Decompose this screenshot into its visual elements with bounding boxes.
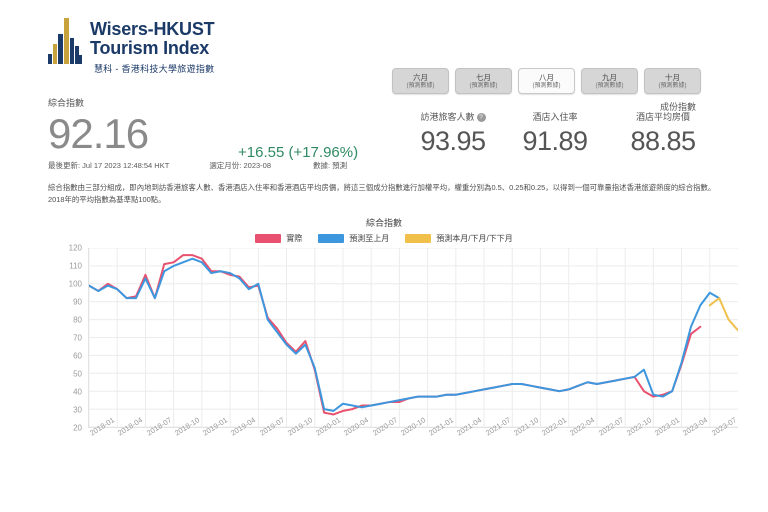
subindex-card-2: 酒店平均房價 88.85	[608, 110, 718, 156]
month-button-3[interactable]: 九月 (預測數據)	[581, 68, 638, 94]
description-paragraph: 綜合指數由三部分組成，即內地到訪香港旅客人數、香港酒店入住率和香港酒店平均房價，…	[48, 183, 716, 204]
y-tick-label: 90	[73, 297, 82, 307]
info-icon[interactable]: ?	[476, 113, 486, 122]
brand-subtitle: 慧科 - 香港科技大學旅遊指數	[93, 64, 215, 74]
subindex-label: 酒店入住率	[532, 112, 578, 122]
legend-swatch-icon	[318, 234, 345, 243]
legend-label: 預測至上月	[349, 234, 390, 243]
composite-index-label: 綜合指數	[48, 98, 85, 108]
last-updated-text: 最後更新: Jul 17 2023 12:48:54 HKT	[48, 161, 170, 170]
legend-item-forecast_future[interactable]: 預測本月/下月/下下月	[405, 233, 513, 244]
subindex-value: 93.95	[420, 126, 486, 156]
month-button-name: 七月	[476, 72, 491, 82]
composite-index-block: 綜合指數 92.16	[48, 96, 149, 157]
month-button-0[interactable]: 六月 (預測數據)	[392, 68, 449, 94]
y-tick-label: 110	[69, 261, 82, 271]
month-button-1[interactable]: 七月 (預測數據)	[455, 68, 512, 94]
month-button-4[interactable]: 十月 (預測數據)	[644, 68, 701, 94]
month-button-name: 九月	[602, 72, 617, 82]
legend-item-forecast_past[interactable]: 預測至上月	[318, 233, 389, 244]
y-tick-label: 80	[73, 315, 82, 325]
month-button-note: (預測數據)	[406, 82, 435, 89]
legend-swatch-icon	[255, 234, 282, 243]
legend-item-actual[interactable]: 實際	[255, 233, 302, 244]
subindex-heading: 成份指數	[660, 102, 697, 112]
month-button-name: 八月	[539, 72, 554, 82]
month-selector[interactable]: 六月 (預測數據) 七月 (預測數據) 八月 (預測數據) 九月 (預測數據) 十月 (預測數據)	[392, 68, 701, 94]
y-tick-label: 120	[68, 243, 82, 253]
composite-index-delta: +16.55 (+17.96%)	[238, 144, 359, 161]
y-tick-label: 40	[73, 387, 82, 397]
plot-region	[88, 248, 738, 428]
logo-bars-icon	[48, 18, 82, 64]
legend-label: 預測本月/下月/下下月	[436, 234, 513, 243]
subindex-card-1: 酒店入住率 91.89	[500, 110, 610, 156]
y-tick-label: 60	[73, 351, 82, 361]
chart-legend: 實際 預測至上月 預測本月/下月/下下月	[0, 233, 768, 244]
series-line-actual	[89, 255, 700, 414]
brand-title-line1: Wisers-HKUST	[90, 19, 215, 39]
brand-text: Wisers-HKUST Tourism Index 慧科 - 香港科技大學旅遊…	[90, 18, 215, 75]
month-button-note: (預測數據)	[469, 82, 498, 89]
subindex-label: 訪港旅客人數?	[398, 110, 508, 123]
month-button-name: 六月	[413, 72, 428, 82]
month-button-note: (預測數據)	[532, 82, 561, 89]
y-axis: 120 110 100 90 80 70 60 50 40 30 20	[48, 244, 86, 433]
line-chart-svg	[89, 248, 738, 427]
legend-label: 實際	[286, 234, 303, 243]
data-type-text: 數據: 預測	[313, 161, 348, 170]
series-line-forecast_past	[89, 259, 719, 411]
subindex-label: 酒店平均房價	[635, 112, 690, 122]
series-line-forecast_future	[710, 298, 738, 330]
subindex-value: 88.85	[630, 126, 696, 156]
brand-title-line2: Tourism Index	[90, 38, 210, 58]
meta-row: 最後更新: Jul 17 2023 12:48:54 HKT 選定月份: 202…	[48, 160, 347, 171]
chart-area: 120 110 100 90 80 70 60 50 40 30 20	[48, 244, 738, 433]
y-tick-label: 70	[73, 333, 82, 343]
month-button-name: 十月	[665, 72, 680, 82]
subindex-card-0: 訪港旅客人數? 93.95	[398, 110, 508, 156]
month-button-2[interactable]: 八月 (預測數據)	[518, 68, 575, 94]
selected-month-text: 選定月份: 2023-08	[209, 161, 272, 170]
legend-swatch-icon	[405, 234, 432, 243]
chart-title: 綜合指數	[365, 218, 402, 228]
y-tick-label: 30	[73, 405, 82, 415]
y-tick-label: 50	[73, 369, 82, 379]
month-button-note: (預測數據)	[658, 82, 687, 89]
y-tick-label: 100	[68, 279, 82, 289]
brand-logo: Wisers-HKUST Tourism Index 慧科 - 香港科技大學旅遊…	[48, 18, 215, 75]
month-button-note: (預測數據)	[595, 82, 624, 89]
subindex-value: 91.89	[522, 126, 588, 156]
x-axis-labels: 2018-01 2018-04 2018-07 2018-10 2019-01 2019-…	[88, 415, 738, 478]
composite-index-value: 92.16	[48, 110, 149, 157]
y-tick-label: 20	[73, 423, 82, 433]
